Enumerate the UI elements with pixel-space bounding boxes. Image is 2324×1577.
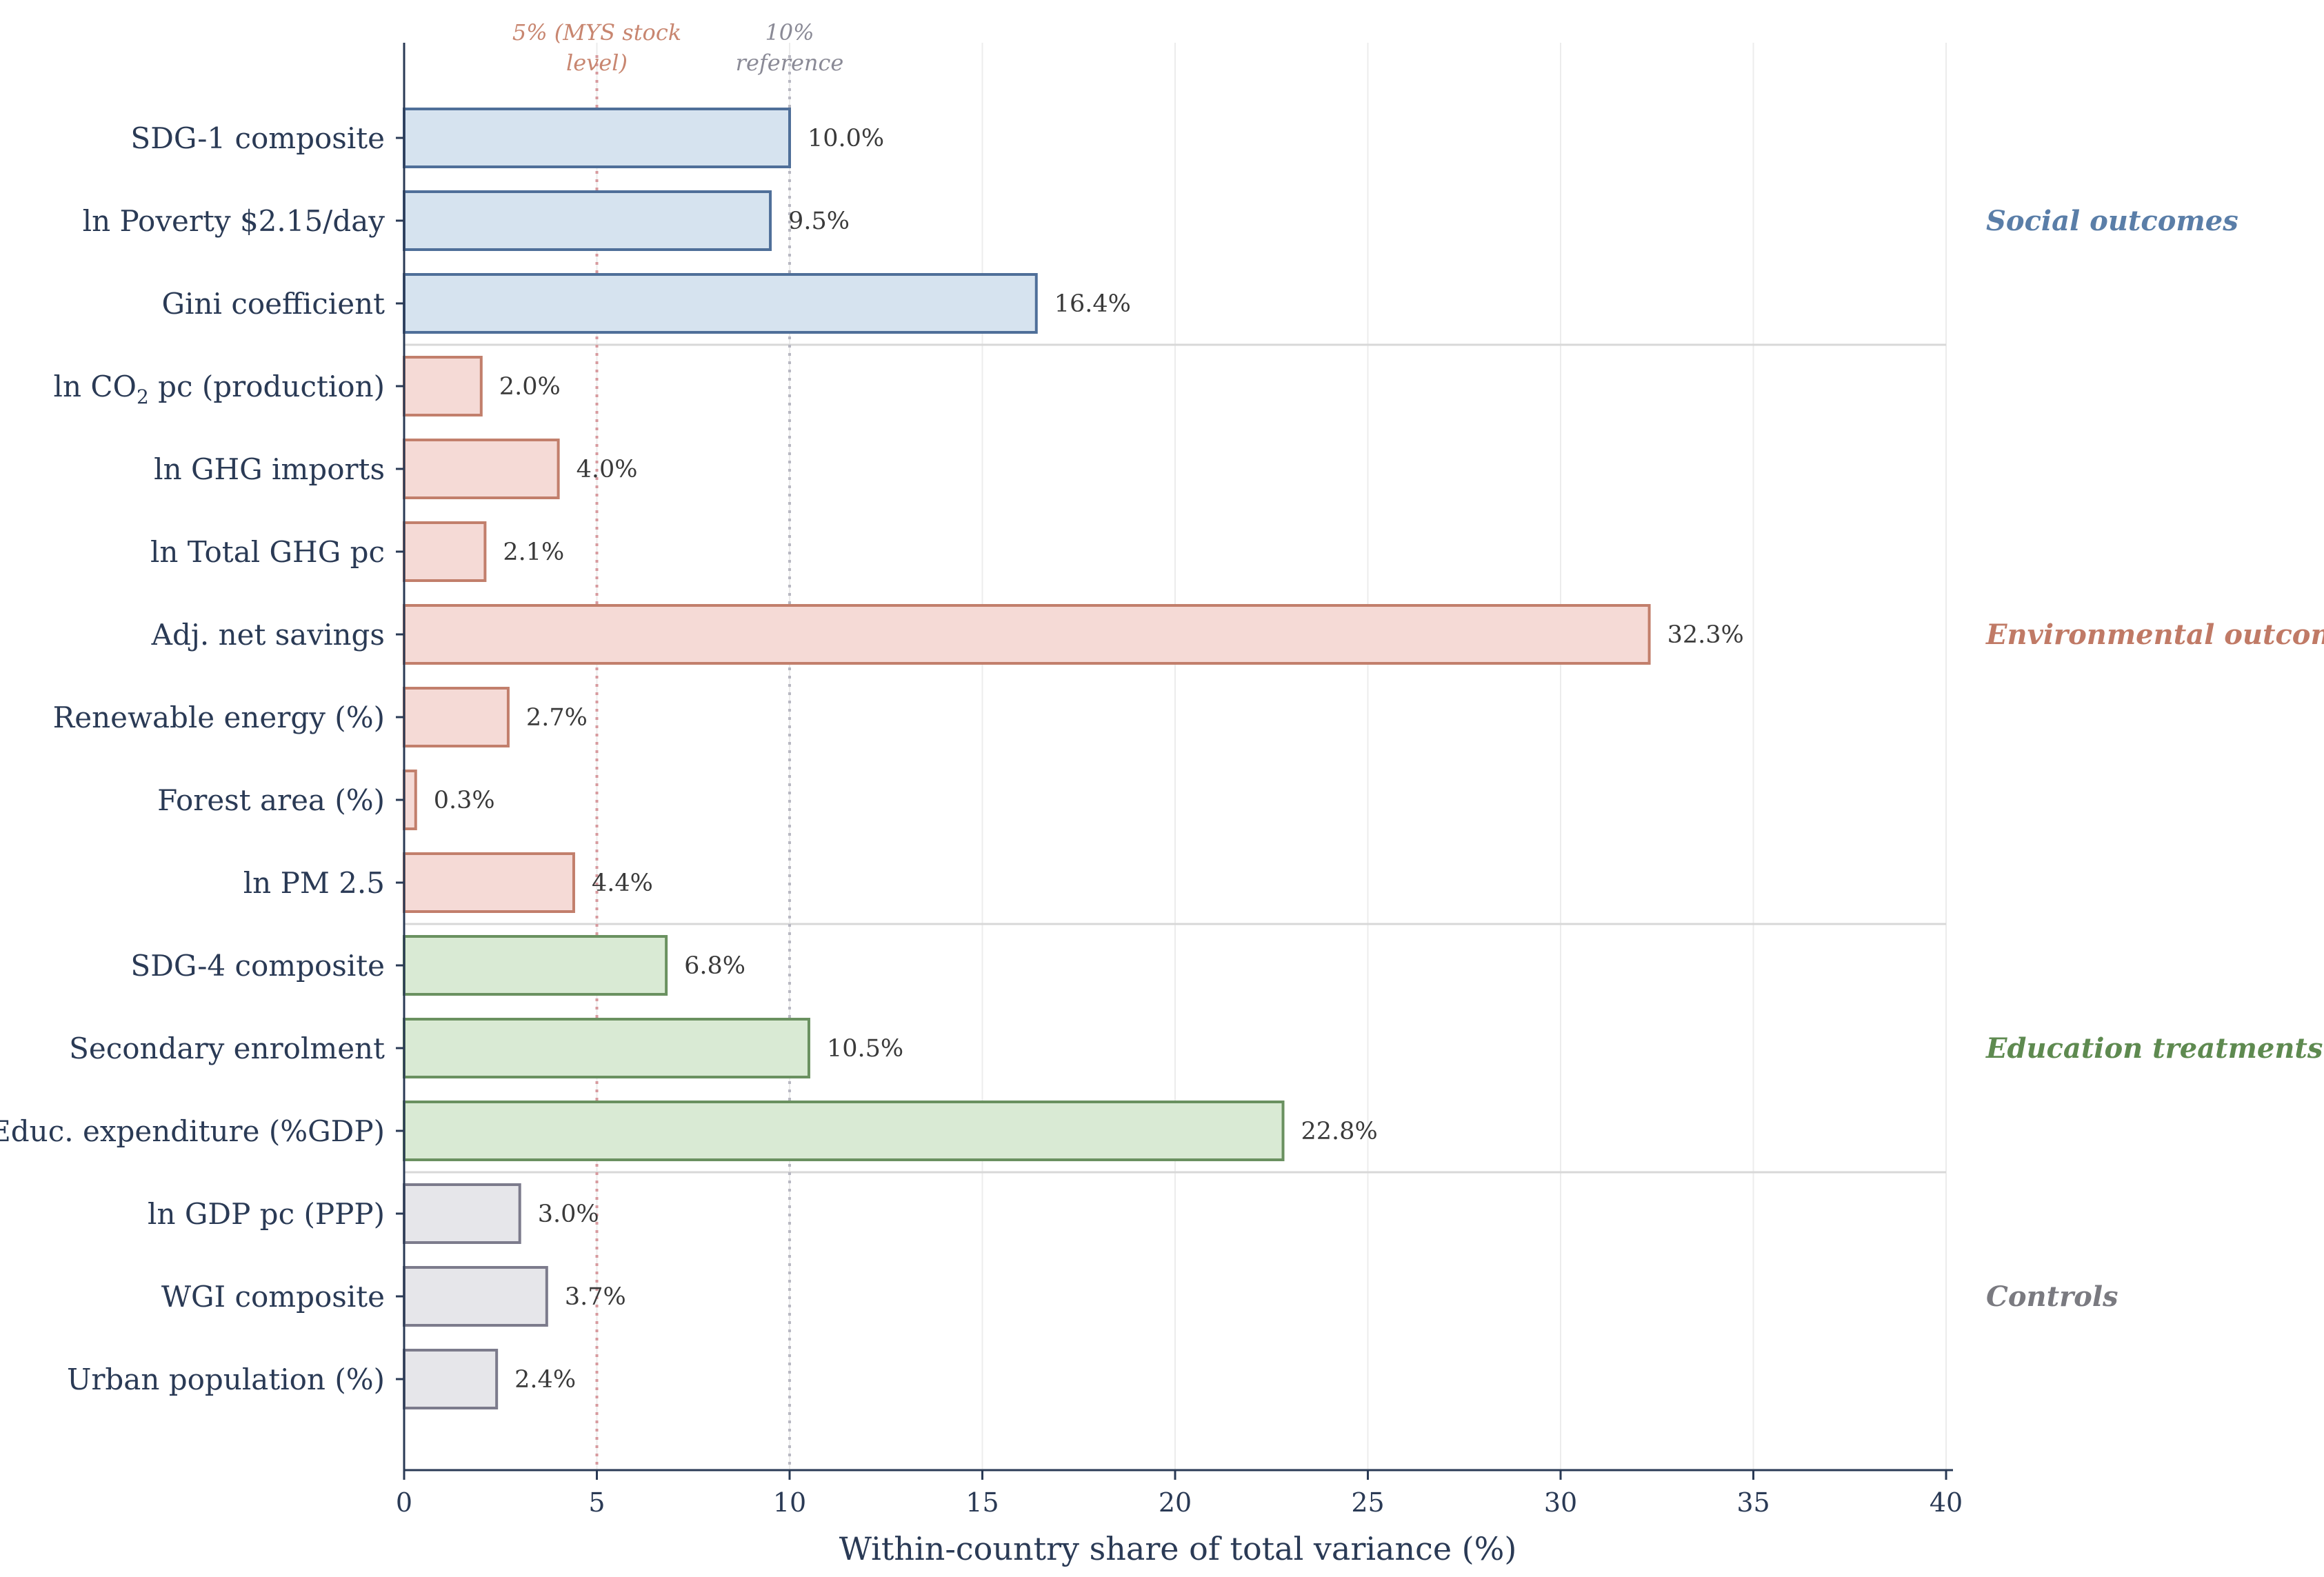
bar [403,687,510,747]
x-axis-title: Within-country share of total variance (… [839,1530,1517,1567]
value-label: 32.3% [1667,621,1744,649]
value-label: 10.0% [808,125,884,152]
bars [403,108,1651,1409]
category-label: SDG-1 composite [130,121,385,155]
value-label: 3.0% [538,1201,599,1228]
bar [403,770,417,830]
reference-lines: 5% (MYS stock level) 10% reference [512,19,843,1470]
x-tick-label: 30 [1544,1487,1577,1518]
x-tick-label: 10 [773,1487,806,1518]
bar [403,273,1038,334]
value-label: 3.7% [565,1283,626,1311]
value-label: 4.0% [577,456,638,483]
grid-lines [596,43,1947,1470]
value-label: 0.3% [434,787,495,814]
value-label: 2.4% [514,1366,576,1394]
category-label: Secondary enrolment [69,1032,385,1065]
bar [403,439,560,499]
value-label: 2.0% [499,373,561,401]
value-label: 10.5% [827,1035,903,1063]
x-tick-label: 25 [1351,1487,1384,1518]
labels: SDG-1 composite 10.0% ln Poverty $2.15/day… [0,121,2324,1396]
category-label: ln CO2 pc (production) [54,370,385,408]
reference-line-label: 10% [765,19,814,46]
group-label: Social outcomes [1986,205,2238,237]
category-label: Renewable energy (%) [53,701,385,734]
category-label: ln Total GHG pc [150,535,385,569]
value-label: 9.5% [788,208,850,235]
bar [403,604,1651,665]
bar [403,356,483,416]
value-label: 16.4% [1054,290,1131,318]
reference-line-label: reference [736,50,844,76]
category-label: SDG-4 composite [130,949,385,983]
bar [403,935,668,996]
category-label: ln GHG imports [154,452,385,486]
group-label: Controls [1986,1280,2118,1313]
reference-line-label: 5% (MYS stock [512,19,681,46]
value-label: 4.4% [592,870,653,897]
value-label: 22.8% [1301,1118,1378,1145]
axes: 0 5 10 15 20 25 30 35 40 [396,43,1963,1518]
category-label: Urban population (%) [67,1363,385,1396]
x-tick-label: 15 [965,1487,999,1518]
value-label: 2.7% [526,704,588,732]
category-label: WGI composite [161,1280,385,1314]
x-tick-label: 5 [588,1487,605,1518]
category-label: ln Poverty $2.15/day [83,204,385,238]
bar [403,1266,548,1327]
group-label: Environmental outcomes [1985,619,2324,651]
bar [403,852,575,913]
category-label: Adj. net savings [151,618,385,652]
bar [403,1018,810,1078]
x-tick-label: 35 [1736,1487,1770,1518]
bar [403,521,487,582]
bar [403,108,791,168]
reference-line-label: level) [566,50,628,76]
category-label: ln PM 2.5 [243,866,385,900]
bar [403,1101,1285,1161]
category-label: Educ. expenditure (%GDP) [0,1114,385,1148]
bar [403,1349,499,1409]
category-label: Forest area (%) [157,783,385,817]
x-tick-label: 0 [396,1487,412,1518]
bar [403,1183,521,1244]
x-tick-label: 20 [1159,1487,1192,1518]
value-label: 2.1% [503,539,564,566]
category-label: ln GDP pc (PPP) [148,1197,385,1231]
x-tick-label: 40 [1930,1487,1963,1518]
bar [403,190,772,251]
group-label: Education treatments [1985,1032,2323,1065]
value-label: 6.8% [684,952,745,980]
group-separators [404,343,1946,1174]
category-label: Gini coefficient [162,287,385,321]
